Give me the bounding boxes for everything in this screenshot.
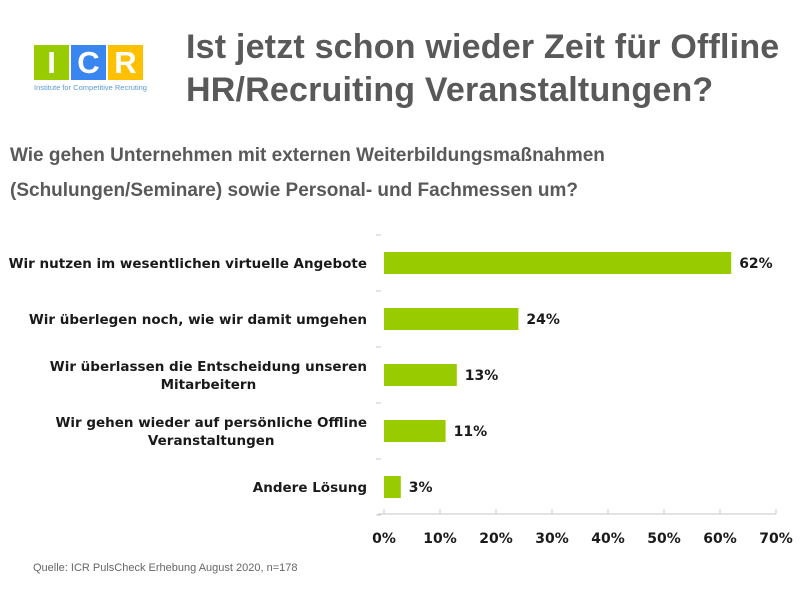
logo-letter-r: R (108, 45, 143, 80)
question-line-1: Wie gehen Unternehmen mit externen Weite… (10, 145, 605, 166)
source-note: Quelle: ICR PulsCheck Erhebung August 20… (33, 562, 298, 574)
category-label: Wir gehen wieder auf persönliche Offline… (55, 415, 367, 449)
bar (384, 364, 457, 386)
x-tick-label: 40% (591, 531, 625, 547)
category-label: Wir überlegen noch, wie wir damit umgehe… (29, 312, 367, 328)
data-label: 13% (465, 368, 499, 384)
slide-title: Ist jetzt schon wieder Zeit für Offline … (186, 26, 779, 112)
title-line-1: Ist jetzt schon wieder Zeit für Offline (186, 28, 780, 66)
title-line-2: HR/Recruiting Veranstaltungen? (186, 71, 714, 109)
logo-tagline: Institute for Competitive Recruting (34, 83, 147, 92)
logo-letter-i: I (34, 45, 69, 80)
x-tick-label: 20% (479, 531, 513, 547)
category-label-line: Mitarbeitern (161, 377, 257, 393)
x-tick-label: 30% (535, 531, 569, 547)
bar (384, 308, 519, 330)
category-label: Wir nutzen im wesentlichen virtuelle Ang… (9, 256, 367, 272)
bar (384, 420, 446, 442)
data-label: 3% (409, 480, 433, 496)
x-tick-label: 50% (647, 531, 681, 547)
x-tick-label: 10% (423, 531, 457, 547)
bar (384, 476, 401, 498)
logo-letter-c: C (71, 45, 106, 80)
category-label-line: Veranstaltungen (148, 433, 275, 449)
data-label: 24% (526, 312, 560, 328)
question-line-2: (Schulungen/Seminare) sowie Personal- un… (10, 180, 579, 201)
bar (384, 252, 732, 274)
survey-question: Wie gehen Unternehmen mit externen Weite… (10, 138, 605, 208)
icr-logo: I C R Institute for Competitive Recrutin… (34, 45, 147, 92)
data-label: 62% (739, 256, 773, 272)
category-label: Wir überlassen die Entscheidung unseren M… (50, 359, 367, 393)
category-label-line: Wir gehen wieder auf persönliche Offline (55, 415, 367, 431)
category-label: Andere Lösung (253, 480, 367, 496)
x-tick-label: 70% (759, 531, 793, 547)
x-tick-label: 60% (703, 531, 737, 547)
x-tick-label: 0% (372, 531, 396, 547)
category-label-line: Wir überlassen die Entscheidung unseren (50, 359, 367, 375)
data-label: 11% (454, 424, 488, 440)
